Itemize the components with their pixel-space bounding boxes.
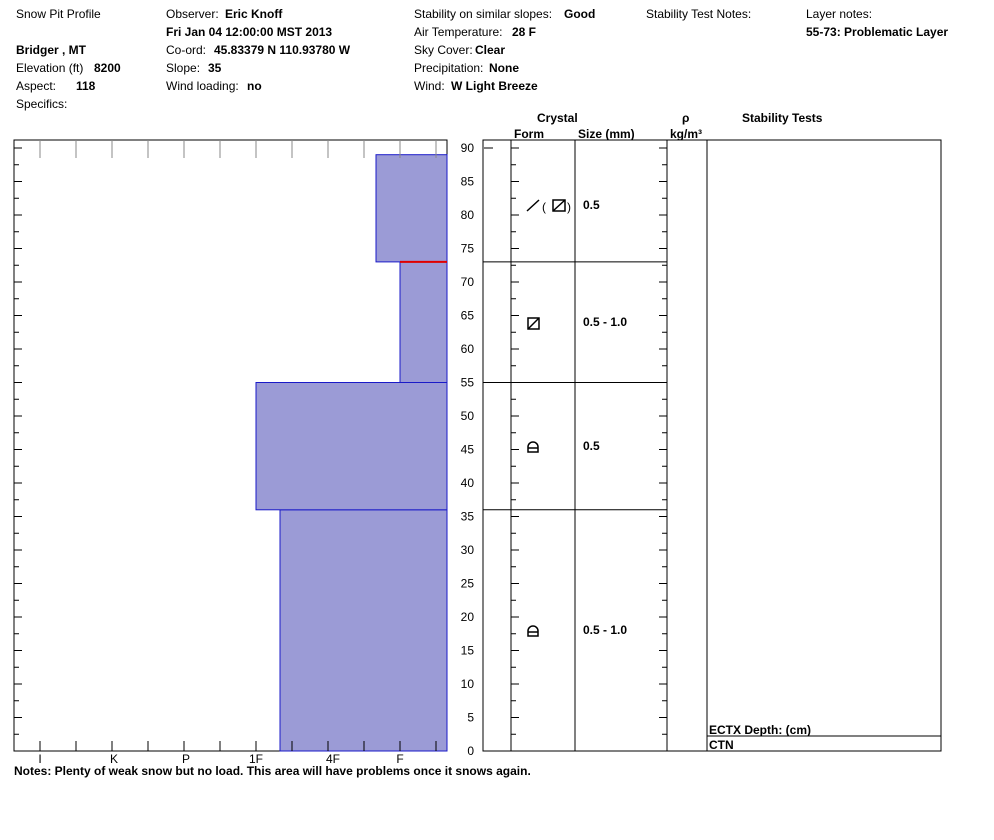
stability-test-ctn: CTN: [709, 738, 734, 752]
height-tick-label: 10: [461, 677, 475, 691]
specifics-label: Specifics:: [16, 97, 68, 111]
height-tick-label: 90: [461, 141, 475, 155]
stability-value: Good: [564, 7, 596, 21]
air-temp-label: Air Temperature:: [414, 25, 503, 39]
elevation-value: 8200: [94, 61, 121, 75]
height-tick-label: 75: [461, 242, 475, 256]
precipitation-label: Precipitation:: [414, 61, 484, 75]
hardness-layer-2: [399, 261, 448, 383]
height-tick-label: 55: [461, 376, 475, 390]
layer-table-frame: [482, 139, 942, 752]
wind-value: W Light Breeze: [451, 79, 538, 93]
height-tick-label: 25: [461, 577, 475, 591]
hardness-layer-1: [255, 382, 448, 511]
height-tick-label: 85: [461, 175, 475, 189]
precipitation-value: None: [489, 61, 519, 75]
slope-value: 35: [208, 61, 222, 75]
coord-label: Co-ord:: [166, 43, 207, 57]
hardness-tick-label: P: [182, 752, 190, 766]
density-unit-header: kg/m³: [670, 127, 703, 141]
height-tick-label: 20: [461, 610, 475, 624]
height-tick-label: 50: [461, 409, 475, 423]
svg-text:): ): [567, 200, 571, 214]
observation-datetime: Fri Jan 04 12:00:00 MST 2013: [166, 25, 333, 39]
hardness-tick-label: 4F: [326, 752, 340, 766]
crystal-symbol-faceted-icon: [527, 317, 540, 330]
page-title: Snow Pit Profile: [16, 7, 101, 21]
height-tick-label: 60: [461, 342, 475, 356]
location: Bridger , MT: [16, 43, 87, 57]
aspect-label: Aspect:: [16, 79, 57, 93]
observer-label: Observer:: [166, 7, 219, 21]
grain-size-label: 0.5 - 1.0: [583, 315, 627, 329]
crystal-symbol-decomposing-faceted-icon: ( ): [526, 199, 571, 214]
height-tick-label: 80: [461, 208, 475, 222]
height-tick-label: 70: [461, 275, 475, 289]
grain-size-label: 0.5: [583, 198, 600, 212]
elevation-label: Elevation (ft): [16, 61, 84, 75]
height-tick-label: 40: [461, 476, 475, 490]
hardness-tick-label: 1F: [249, 752, 263, 766]
layer-notes-label: Layer notes:: [806, 7, 873, 21]
height-tick-label: 45: [461, 443, 475, 457]
rho-header: ρ: [682, 111, 690, 125]
wind-label: Wind:: [414, 79, 445, 93]
grain-size-label: 0.5: [583, 439, 600, 453]
svg-text:(: (: [542, 200, 546, 214]
pit-notes: Notes: Plenty of weak snow but no load. …: [14, 764, 531, 778]
stability-tests-header: Stability Tests: [742, 111, 823, 125]
height-tick-label: 15: [461, 644, 475, 658]
observer-value: Eric Knoff: [225, 7, 283, 21]
hardness-tick-label: K: [110, 752, 118, 766]
stability-test-ectx: ECTX Depth: (cm): [709, 723, 811, 737]
coord-value: 45.83379 N 110.93780 W: [214, 43, 351, 57]
height-tick-label: 35: [461, 510, 475, 524]
grain-size-label: 0.5 - 1.0: [583, 623, 627, 637]
hardness-tick-label: I: [38, 752, 41, 766]
layer-note: 55-73: Problematic Layer: [806, 25, 949, 39]
sky-cover-value: Clear: [475, 43, 506, 57]
hardness-tick-label: F: [396, 752, 403, 766]
crystal-symbol-rounded-faceted-icon: [527, 625, 539, 637]
wind-loading-label: Wind loading:: [166, 79, 239, 93]
crystal-header: Crystal: [537, 111, 578, 125]
height-tick-label: 30: [461, 543, 475, 557]
aspect-value: 118: [76, 79, 96, 93]
height-tick-label: 5: [467, 711, 474, 725]
height-tick-label: 65: [461, 309, 475, 323]
wind-loading-value: no: [247, 79, 262, 93]
form-header: Form: [514, 127, 544, 141]
slope-label: Slope:: [166, 61, 201, 75]
stability-label: Stability on similar slopes:: [414, 7, 553, 21]
air-temp-value: 28 F: [512, 25, 537, 39]
stability-test-notes-label: Stability Test Notes:: [646, 7, 752, 21]
sky-cover-label: Sky Cover:: [414, 43, 473, 57]
height-tick-label: 0: [467, 744, 474, 758]
hardness-layer-3: [375, 154, 448, 263]
size-header: Size (mm): [578, 127, 635, 141]
hardness-layer-0: [279, 509, 448, 752]
crystal-symbol-rounded-faceted-icon: [527, 441, 539, 453]
